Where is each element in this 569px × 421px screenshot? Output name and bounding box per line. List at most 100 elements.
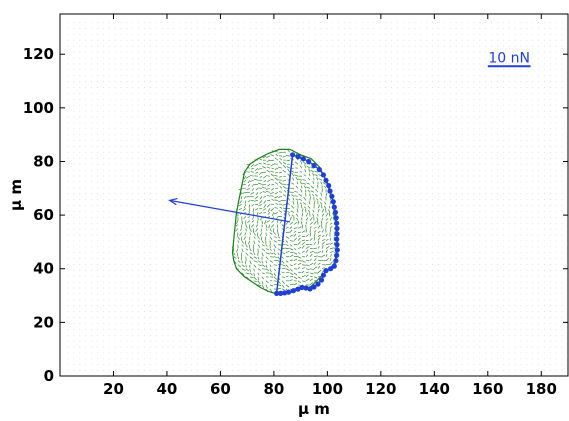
field-dot [444,258,445,260]
field-dot [344,81,345,83]
field-dot [132,63,134,65]
field-dot [196,334,198,336]
field-dot [338,269,340,271]
field-dot [514,104,516,106]
field-dot [538,358,540,360]
field-dot [85,246,87,248]
field-dot [208,317,210,318]
field-dot [320,287,322,289]
field-dot [214,116,216,118]
field-dot [214,193,216,195]
field-dot [485,146,487,147]
field-dot [379,205,381,206]
field-dot [102,92,104,94]
traction-vector [257,240,261,243]
field-dot [102,104,104,106]
field-dot [91,181,92,183]
field-dot [255,116,257,118]
field-dot [314,69,316,71]
field-dot [108,151,110,153]
field-dot [208,92,210,94]
field-dot [508,33,510,35]
field-dot [420,364,422,366]
field-dot [496,39,498,41]
field-dot [449,311,451,313]
field-dot [367,157,369,159]
field-dot [102,311,104,313]
field-dot [138,322,140,324]
field-dot [449,328,451,330]
field-dot [291,98,292,100]
field-dot [167,63,169,65]
field-dot [461,234,463,236]
field-dot [79,216,81,218]
field-dot [85,240,87,242]
field-dot [202,287,204,289]
field-dot [85,51,87,53]
field-dot [208,22,210,24]
field-dot [444,305,445,307]
field-dot [249,287,251,289]
field-dot [220,51,222,53]
field-dot [344,340,345,342]
field-dot [520,311,522,313]
field-dot [432,51,434,53]
field-dot [414,334,416,336]
field-dot [479,281,481,283]
field-dot [220,364,222,366]
field-dot [338,169,340,171]
field-dot [508,264,510,265]
field-dot [520,252,522,254]
field-dot [161,370,163,372]
field-dot [467,240,469,242]
field-dot [149,205,151,206]
field-dot [326,140,328,142]
field-dot [561,299,563,301]
field-dot [91,281,92,283]
field-dot [202,28,204,29]
field-dot [67,45,69,47]
field-dot [396,287,398,289]
traction-vector [253,252,256,255]
field-dot [244,28,245,29]
field-dot [291,305,292,307]
field-dot [108,199,110,201]
field-dot [314,293,316,295]
field-dot [244,151,245,153]
field-dot [226,293,228,295]
field-dot [279,346,281,348]
field-dot [514,346,516,348]
field-dot [238,75,240,77]
field-dot [167,199,169,201]
field-dot [161,63,163,65]
field-dot [73,370,75,372]
field-dot [102,33,104,35]
field-dot [485,81,487,83]
field-dot [126,246,128,248]
field-dot [220,311,222,313]
field-dot [561,187,563,189]
field-dot [185,169,187,171]
field-dot [73,340,75,342]
field-dot [526,163,528,165]
field-dot [120,57,122,59]
field-dot [220,240,222,242]
field-dot [408,317,410,318]
field-dot [344,346,345,348]
field-dot [420,169,422,171]
field-dot [279,305,281,307]
field-dot [349,187,351,189]
field-dot [273,57,275,59]
field-dot [261,305,263,307]
field-dot [449,228,451,230]
field-dot [455,258,457,260]
field-dot [379,98,381,100]
field-dot [391,181,392,183]
field-dot [279,45,281,47]
field-dot [444,51,445,53]
field-dot [244,134,245,136]
field-dot [485,264,487,265]
field-dot [449,33,451,35]
field-dot [508,228,510,230]
field-dot [96,87,98,88]
